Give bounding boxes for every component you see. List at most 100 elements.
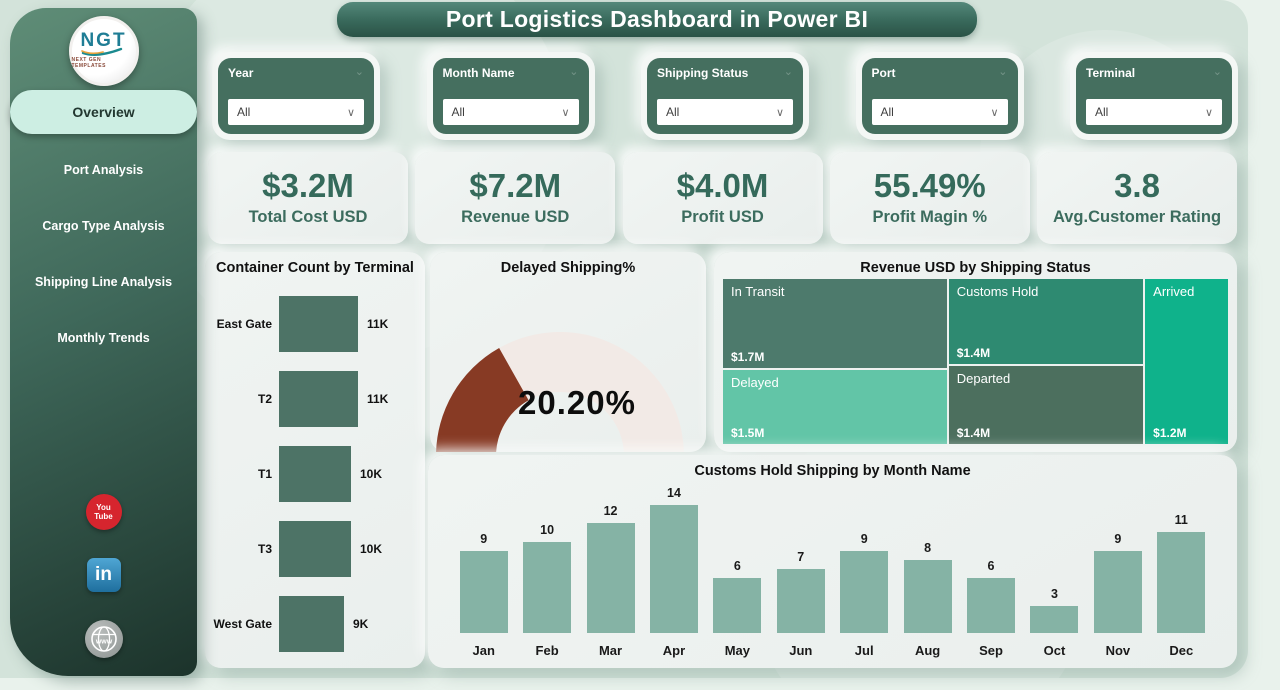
filter-label: Year: [228, 66, 254, 80]
hbar-bar-t1[interactable]: [279, 445, 351, 502]
kpi-label: Profit Magin %: [872, 207, 988, 226]
hbar-row-t1: T1 10K: [205, 445, 425, 502]
kpi-label: Total Cost USD: [248, 207, 368, 226]
chevron-down-icon: ∨: [775, 106, 784, 119]
logo-subtext: NEXT GEN TEMPLATES: [71, 57, 106, 69]
sidebar-item-overview[interactable]: Overview: [10, 90, 197, 134]
hbar-bar-west-gate[interactable]: [279, 596, 344, 653]
hbar-value-label: 10K: [360, 542, 383, 557]
vbar-bar-may[interactable]: [713, 578, 762, 633]
vbar-value-label: 6: [987, 559, 995, 573]
treemap-tile-delayed[interactable]: Delayed $1.5M: [723, 369, 947, 444]
vbar-value-label: 10: [540, 523, 555, 537]
filter-inner-port: Port ⌄ All ∨: [861, 58, 1018, 134]
filter-selected-value: All: [666, 105, 680, 119]
treemap-tile-customs-hold[interactable]: Customs Hold $1.4M: [948, 279, 1144, 364]
vbar-bar-feb[interactable]: [523, 542, 572, 633]
youtube-icon[interactable]: You Tube: [85, 494, 122, 530]
sidebar-item-shipping-line-analysis[interactable]: Shipping Line Analysis: [34, 275, 173, 289]
hbar-bar-east-gate[interactable]: [279, 295, 358, 352]
chevron-down-icon: ∨: [346, 106, 355, 119]
svg-text:www: www: [94, 639, 112, 646]
treemap-tile-arrived[interactable]: Arrived $1.2M: [1145, 279, 1228, 444]
treemap-tile-label: Customs Hold: [956, 284, 1039, 299]
hbar-category-label: T2: [257, 391, 272, 406]
vbar-category-label: Oct: [1043, 643, 1066, 658]
treemap-tile-label: Arrived: [1153, 284, 1195, 299]
gauge-value: 20.20%: [518, 384, 636, 421]
filter-port: Port ⌄ All ∨: [855, 52, 1024, 140]
vbar-bar-mar[interactable]: [586, 523, 635, 633]
filter-terminal: Terminal ⌄ All ∨: [1070, 52, 1238, 140]
sidebar-item-port-analysis[interactable]: Port Analysis: [63, 163, 144, 177]
vbar-slot-may: 6 May: [706, 483, 769, 660]
kpi-label: Revenue USD: [461, 207, 570, 226]
treemap-tile-in-transit[interactable]: In Transit $1.7M: [723, 279, 947, 368]
hbar-bar-t2[interactable]: [279, 370, 358, 427]
kpi-value: $3.2M: [262, 166, 354, 204]
filter-dropdown-terminal[interactable]: All ∨: [1086, 99, 1222, 125]
vbar-bar-aug[interactable]: [903, 560, 952, 633]
vbar-bar-dec[interactable]: [1157, 532, 1206, 633]
linkedin-icon-text: in: [95, 564, 112, 585]
filter-dropdown-year[interactable]: All ∨: [228, 99, 364, 125]
filter-dropdown-shipping-status[interactable]: All ∨: [657, 99, 793, 125]
treemap-tile-departed[interactable]: Departed $1.4M: [948, 365, 1144, 444]
website-icon[interactable]: www: [84, 620, 123, 658]
chevron-down-icon[interactable]: ⌄: [569, 66, 579, 78]
chevron-down-icon[interactable]: ⌄: [1212, 66, 1222, 78]
vbar-bar-nov[interactable]: [1093, 551, 1142, 633]
filter-inner-terminal: Terminal ⌄ All ∨: [1076, 58, 1232, 134]
hbar-plot-area: East Gate 11K T2 11K T1 10K T3 10K West Gate 9K: [205, 286, 425, 662]
chart-title: Customs Hold Shipping by Month Name: [694, 463, 971, 479]
vbar-bar-jul[interactable]: [840, 551, 889, 633]
hbar-category-label: T3: [257, 542, 272, 557]
treemap-tile-value: $1.4M: [956, 345, 991, 360]
filter-shipping-status: Shipping Status ⌄ All ∨: [641, 52, 809, 140]
filter-label: Port: [871, 66, 896, 80]
sidebar-item-monthly-trends[interactable]: Monthly Trends: [57, 331, 150, 345]
vbar-bar-oct[interactable]: [1030, 606, 1079, 633]
chart-title: Revenue USD by Shipping Status: [860, 260, 1091, 276]
filter-dropdown-month-name[interactable]: All ∨: [442, 99, 579, 125]
chevron-down-icon[interactable]: ⌄: [783, 66, 793, 78]
filter-inner-month-name: Month Name ⌄ All ∨: [432, 58, 589, 134]
revenue-treemap: Revenue USD by Shipping Status In Transi…: [714, 252, 1237, 452]
filter-selected-value: All: [880, 105, 894, 119]
linkedin-icon[interactable]: in: [86, 558, 121, 592]
hbar-value-label: 11K: [367, 391, 389, 406]
vbar-bar-jan[interactable]: [459, 551, 508, 633]
vbar-slot-jun: 7 Jun: [769, 483, 832, 660]
chevron-down-icon[interactable]: ⌄: [998, 66, 1008, 78]
vbar-category-label: Feb: [535, 643, 559, 658]
filter-label: Terminal: [1086, 66, 1136, 80]
vbar-slot-apr: 14 Apr: [642, 483, 705, 660]
hbar-bar-t3[interactable]: [279, 521, 351, 578]
filter-label: Shipping Status: [657, 66, 749, 80]
hbar-value-label: 10K: [360, 466, 383, 481]
vbar-value-label: 12: [603, 504, 618, 518]
vbar-bar-apr[interactable]: [649, 505, 698, 633]
hbar-row-t3: T3 10K: [205, 521, 425, 578]
vbar-slot-aug: 8 Aug: [896, 483, 959, 660]
hbar-category-label: East Gate: [216, 316, 272, 331]
vbar-value-label: 8: [924, 541, 932, 555]
vbar-bar-jun[interactable]: [776, 569, 825, 633]
filter-dropdown-port[interactable]: All ∨: [871, 99, 1008, 125]
chevron-down-icon[interactable]: ⌄: [354, 66, 364, 78]
sidebar-item-cargo-type-analysis[interactable]: Cargo Type Analysis: [42, 219, 165, 233]
hbar-value-label: 9K: [353, 617, 369, 632]
filter-inner-year: Year ⌄ All ∨: [218, 58, 374, 134]
vbar-slot-nov: 9 Nov: [1086, 483, 1149, 660]
vbar-slot-mar: 12 Mar: [579, 483, 642, 660]
chart-title: Delayed Shipping%: [500, 260, 636, 276]
chart-title: Container Count by Terminal: [216, 260, 414, 276]
delayed-shipping-gauge: Delayed Shipping% 20.20%: [430, 252, 706, 452]
kpi-card-total-cost-usd: $3.2M Total Cost USD: [208, 152, 408, 244]
hbar-category-label: T1: [257, 466, 272, 481]
vbar-bar-sep[interactable]: [967, 578, 1016, 633]
vbar-value-label: 6: [733, 559, 741, 573]
treemap-tile-label: In Transit: [731, 284, 785, 299]
vbar-slot-oct: 3 Oct: [1023, 483, 1086, 660]
hbar-row-east-gate: East Gate 11K: [205, 295, 425, 352]
